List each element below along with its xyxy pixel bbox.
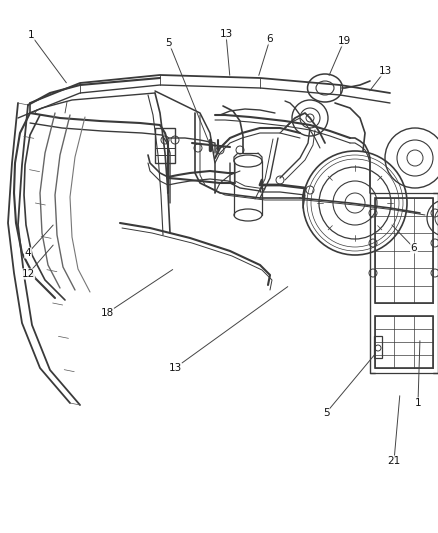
Bar [375,198,433,303]
Text: 18: 18 [100,308,113,318]
Bar [374,336,382,358]
Text: 6: 6 [267,34,273,44]
Text: 13: 13 [168,363,182,373]
Text: 1: 1 [28,30,34,40]
Text: 12: 12 [21,269,35,279]
Text: 13: 13 [378,66,392,76]
Text: 5: 5 [323,408,329,418]
Text: 6: 6 [411,243,417,253]
Text: 13: 13 [219,29,233,39]
Text: 4: 4 [25,248,31,258]
Text: 5: 5 [166,38,172,48]
Text: 1: 1 [415,398,421,408]
Text: 19: 19 [337,36,351,46]
Bar [375,316,433,368]
Text: 21: 21 [387,456,401,466]
Bar [155,128,175,163]
